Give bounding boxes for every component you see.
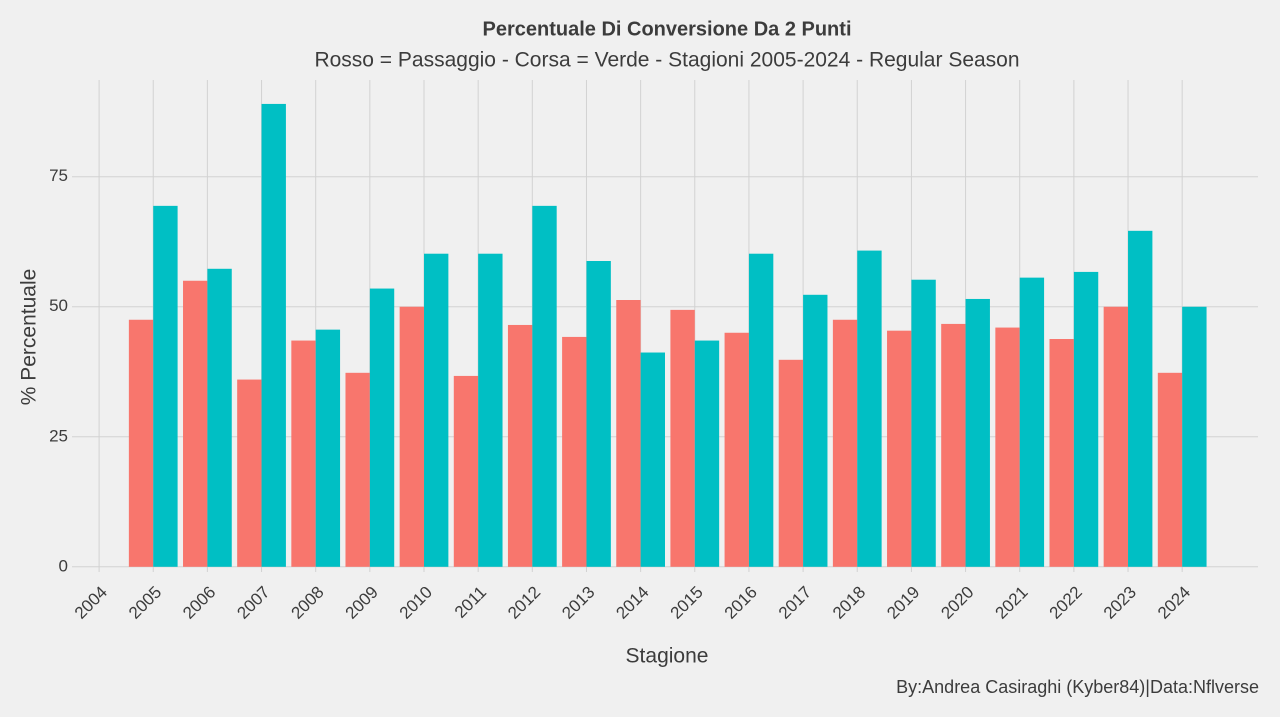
bar (207, 268, 232, 567)
x-tick-label: 2015 (667, 583, 707, 623)
bar (1128, 230, 1153, 567)
bar (640, 352, 665, 567)
bar (694, 340, 720, 567)
bar (857, 250, 882, 567)
x-tick-label: 2024 (1154, 583, 1194, 623)
chart-title: Percentuale Di Conversione Da 2 Punti (483, 18, 852, 40)
x-tick-label: 2017 (775, 583, 815, 623)
bar (291, 340, 316, 567)
bar (911, 279, 936, 567)
x-tick-label: 2004 (71, 583, 111, 623)
bar (1157, 372, 1183, 567)
bar (261, 103, 286, 567)
bar (507, 324, 533, 567)
bar (424, 253, 449, 567)
x-tick-label: 2013 (558, 583, 598, 623)
bar (183, 280, 208, 567)
bar (399, 306, 425, 567)
bar (887, 330, 912, 567)
x-tick-label: 2012 (504, 583, 544, 623)
bar (832, 319, 858, 567)
bar (941, 323, 966, 567)
bar (1103, 306, 1129, 567)
bar (153, 205, 178, 567)
x-tick-label: 2022 (1046, 583, 1086, 623)
x-tick-label: 2016 (721, 583, 761, 623)
y-axis-label: % Percentuale (18, 269, 41, 406)
x-tick-label: 2019 (883, 583, 923, 623)
x-tick-label: 2011 (451, 583, 490, 622)
x-tick-label: 2007 (233, 583, 273, 623)
bar (237, 379, 262, 567)
bar (670, 309, 695, 567)
bar (128, 319, 154, 567)
bar (453, 375, 479, 567)
bar (315, 329, 341, 567)
caption: By:Andrea Casiraghi (Kyber84)|Data:Nflve… (896, 677, 1259, 697)
y-tick-label: 50 (49, 296, 68, 315)
bar (586, 260, 611, 567)
bar (965, 298, 990, 567)
bar (369, 288, 395, 567)
x-tick-label: 2006 (179, 583, 219, 623)
bar (803, 294, 828, 567)
bar (1182, 306, 1207, 567)
bar (995, 327, 1020, 567)
x-tick-label: 2009 (342, 583, 382, 623)
bar (1049, 339, 1074, 567)
bar (748, 253, 774, 567)
bar (1019, 277, 1045, 567)
x-tick-label: 2014 (612, 583, 652, 623)
y-tick-label: 0 (59, 556, 68, 575)
x-tick-label: 2010 (396, 583, 436, 623)
bar (345, 372, 370, 567)
y-tick-label: 75 (49, 166, 68, 185)
bar (616, 299, 641, 567)
y-tick-label: 25 (49, 426, 68, 445)
bar (1073, 271, 1099, 567)
x-axis-label: Stagione (626, 645, 709, 668)
bar (724, 332, 749, 567)
x-tick-label: 2023 (1100, 583, 1140, 623)
x-tick-label: 2020 (937, 583, 977, 623)
x-tick-label: 2018 (829, 583, 869, 623)
x-tick-label: 2021 (992, 583, 1032, 623)
bar (478, 253, 503, 567)
bar (562, 336, 587, 567)
chart-subtitle: Rosso = Passaggio - Corsa = Verde - Stag… (314, 49, 1019, 72)
x-tick-label: 2008 (288, 583, 328, 623)
bar (778, 359, 804, 567)
x-tick-label: 2005 (125, 583, 165, 623)
bar (532, 205, 557, 567)
